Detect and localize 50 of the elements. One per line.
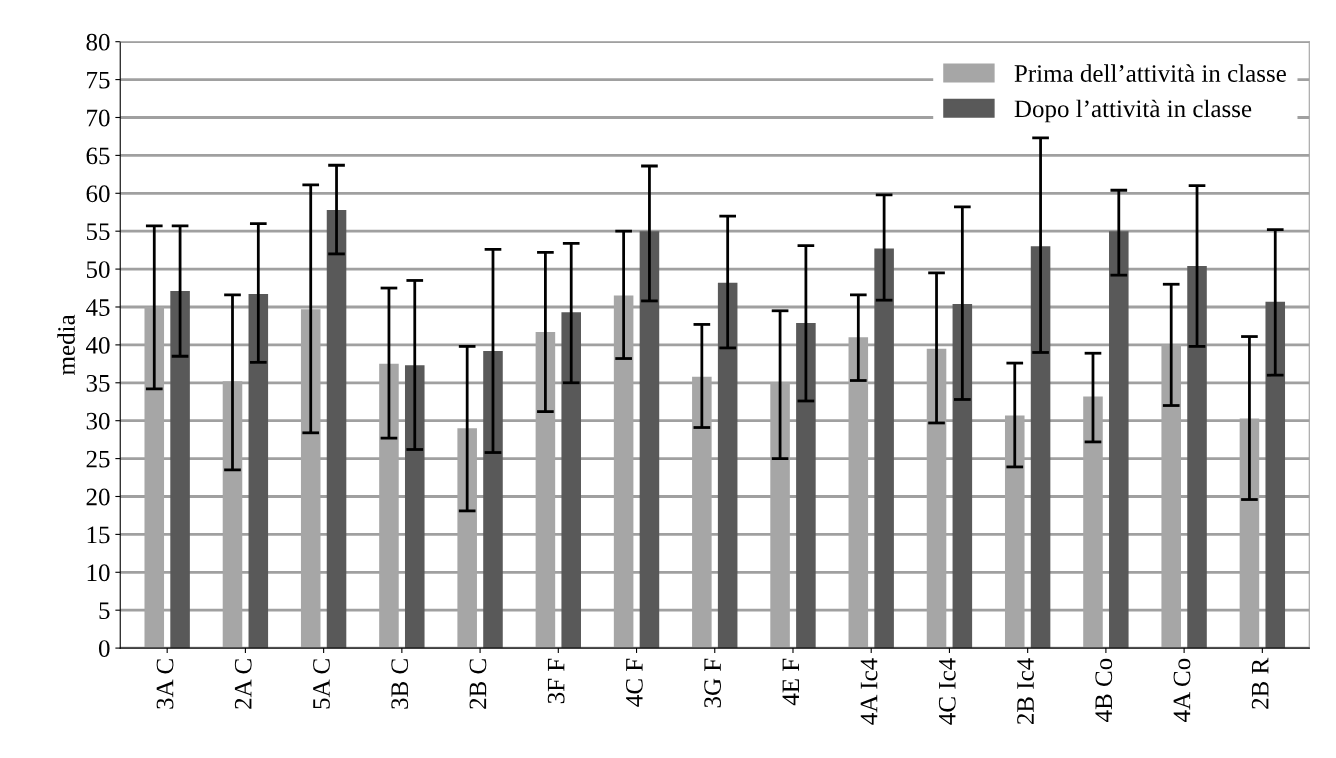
x-tick-label: 4C F bbox=[625, 658, 643, 707]
y-tick-label: 65 bbox=[86, 147, 110, 165]
x-tick-label: 2A C bbox=[234, 659, 252, 709]
x-tick-label: 4A Ic4 bbox=[860, 658, 878, 725]
y-tick-label: 80 bbox=[86, 33, 110, 51]
bar bbox=[483, 350, 503, 649]
x-tick-label: 4B Co bbox=[1095, 658, 1113, 722]
bar bbox=[1030, 246, 1051, 649]
y-axis-title: media bbox=[57, 314, 75, 375]
x-tick-label: 2B R bbox=[1251, 657, 1269, 709]
x-tick-label: 5A C bbox=[313, 659, 330, 709]
y-tick-label: 55 bbox=[86, 223, 110, 241]
y-tick-label: 75 bbox=[87, 71, 110, 89]
x-tick-label: 2B Ic4 bbox=[1017, 658, 1034, 725]
x-tick-label: 4C Ic4 bbox=[938, 658, 956, 725]
y-tick-label: 60 bbox=[86, 185, 110, 203]
x-tick-label: 2B C bbox=[469, 659, 487, 709]
bar bbox=[796, 322, 816, 649]
y-tick-label: 10 bbox=[87, 564, 110, 582]
y-tick-label: 50 bbox=[86, 261, 110, 279]
bar bbox=[248, 294, 269, 649]
y-tick-label: 20 bbox=[86, 488, 110, 506]
bar bbox=[1265, 301, 1286, 649]
y-tick-label: 15 bbox=[87, 526, 110, 544]
x-tick-label: 4E F bbox=[782, 658, 799, 706]
y-tick-label: 5 bbox=[99, 602, 110, 620]
x-tick-label: 3G F bbox=[704, 658, 722, 708]
y-tick-label: 0 bbox=[98, 640, 110, 658]
bar bbox=[1187, 266, 1207, 649]
y-tick-label: 45 bbox=[86, 299, 110, 316]
x-tick-label: 4A Co bbox=[1173, 658, 1191, 722]
y-tick-label: 35 bbox=[86, 374, 110, 392]
bar bbox=[561, 312, 581, 649]
bar bbox=[1109, 231, 1129, 649]
legend-label: Prima dell’attività in classe bbox=[1014, 64, 1286, 82]
x-tick-label: 3B C bbox=[391, 659, 409, 709]
legend-label: Dopo l’attività in classe bbox=[1014, 99, 1252, 123]
y-tick-label: 40 bbox=[86, 336, 110, 354]
bar bbox=[952, 303, 973, 649]
bar bbox=[639, 231, 660, 649]
bar bbox=[717, 282, 738, 649]
bar bbox=[874, 248, 894, 649]
bar bbox=[170, 291, 190, 649]
bar bbox=[326, 209, 347, 649]
x-tick-label: 3F F bbox=[547, 658, 565, 704]
y-tick-label: 25 bbox=[86, 450, 110, 468]
y-tick-label: 70 bbox=[87, 109, 110, 127]
y-tick-label: 30 bbox=[86, 412, 110, 430]
x-tick-label: 3A C bbox=[156, 659, 174, 709]
bar bbox=[404, 365, 425, 649]
